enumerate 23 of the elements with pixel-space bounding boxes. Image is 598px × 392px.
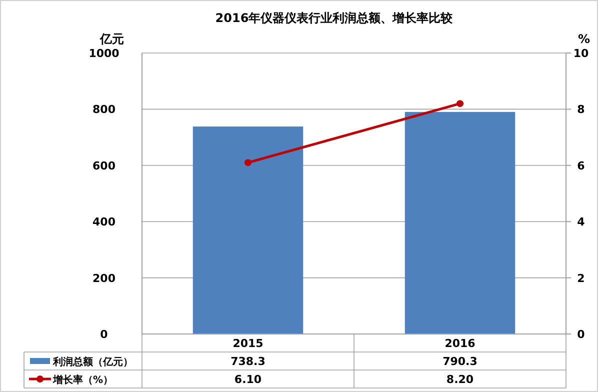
y2-tick-label: 4 <box>577 216 586 229</box>
y2-tick-label: 6 <box>577 159 586 172</box>
y2-tick-label: 8 <box>577 103 585 116</box>
y2-axis-title: % <box>578 32 590 46</box>
legend-label: 利润总额（亿元） <box>52 356 133 368</box>
y2-tick-label: 10 <box>573 47 589 60</box>
x-tick-label: 2016 <box>444 337 476 350</box>
y-axis-title: 亿元 <box>99 32 124 46</box>
data-label: 790.3 <box>442 355 478 368</box>
y2-tick-label: 0 <box>577 328 586 341</box>
y-tick-label: 1000 <box>88 47 120 60</box>
data-label: 738.3 <box>230 355 266 368</box>
y-tick-label: 200 <box>92 272 116 285</box>
x-tick-label: 2015 <box>232 337 264 350</box>
chart-title: 2016年仪器仪表行业利润总额、增长率比较 <box>215 11 454 25</box>
data-label: 8.20 <box>446 373 474 386</box>
y-tick-label: 0 <box>100 328 108 341</box>
legend-label: 增长率（%） <box>52 374 114 386</box>
y-tick-label: 400 <box>92 216 116 229</box>
y-tick-label: 800 <box>92 103 116 116</box>
data-label: 6.10 <box>234 373 262 386</box>
y2-tick-label: 2 <box>577 272 585 285</box>
y-tick-label: 600 <box>92 159 116 172</box>
